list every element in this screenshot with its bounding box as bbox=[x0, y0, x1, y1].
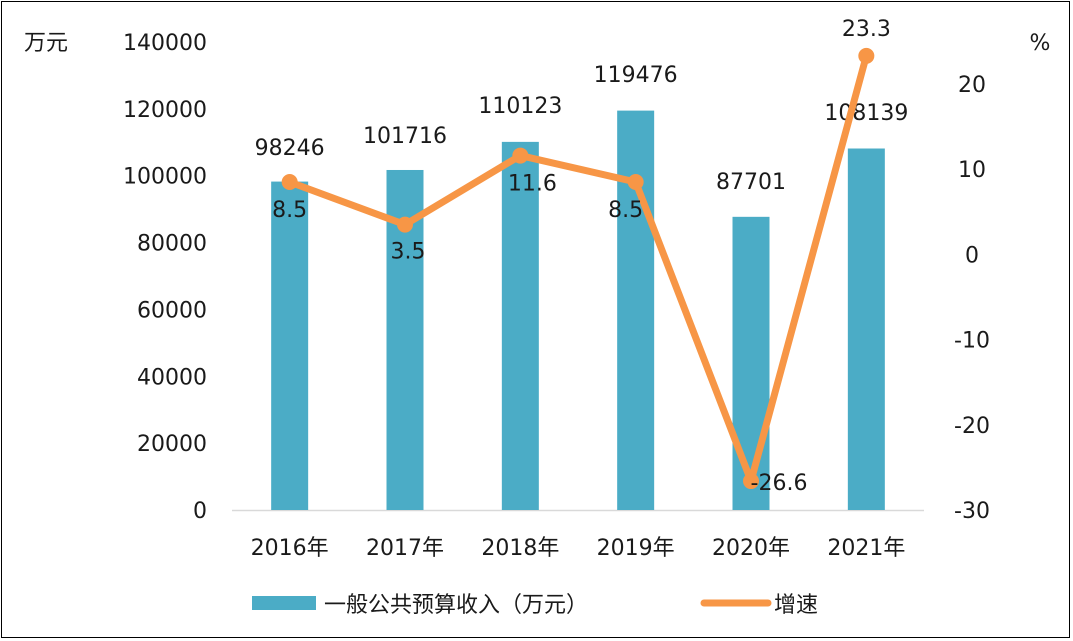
line-point bbox=[858, 47, 875, 64]
left-axis-tick-label: 100000 bbox=[123, 165, 207, 190]
bar-data-label: 108139 bbox=[824, 101, 908, 126]
left-axis-unit: 万元 bbox=[24, 31, 68, 56]
right-axis: -30 -20 -10 0 10 20 bbox=[954, 73, 990, 524]
right-axis-unit: % bbox=[1030, 31, 1051, 56]
bar bbox=[617, 110, 655, 511]
line-data-label: 23.3 bbox=[842, 17, 891, 42]
line-data-label: -26.6 bbox=[751, 471, 808, 496]
x-axis-tick-label: 2017年 bbox=[366, 536, 444, 561]
right-axis-tick-label: 0 bbox=[965, 243, 979, 268]
line-labels: 8.5 3.5 11.6 8.5 -26.6 23.3 bbox=[272, 17, 891, 496]
line-data-label: 8.5 bbox=[608, 198, 643, 223]
x-axis-tick-label: 2016年 bbox=[251, 536, 329, 561]
bar-data-label: 87701 bbox=[716, 170, 786, 195]
line-point bbox=[627, 173, 644, 190]
left-axis-tick-label: 40000 bbox=[137, 365, 207, 390]
x-axis-tick-label: 2018年 bbox=[481, 536, 559, 561]
line-data-label: 3.5 bbox=[391, 240, 426, 265]
bar bbox=[271, 181, 309, 511]
bar-data-label: 101716 bbox=[363, 124, 447, 149]
right-axis-tick-label: -20 bbox=[954, 414, 990, 439]
left-axis-tick-label: 0 bbox=[193, 499, 207, 524]
line-point bbox=[281, 173, 298, 190]
legend-line-label: 增速 bbox=[774, 593, 818, 618]
bar bbox=[847, 148, 885, 510]
x-axis-ticks: 2016年 2017年 2018年 2019年 2020年 2021年 bbox=[251, 536, 906, 561]
left-axis: 0 20000 40000 60000 80000 100000 120000 140000 bbox=[123, 31, 207, 524]
line-data-label: 8.5 bbox=[272, 198, 307, 223]
x-axis-tick-label: 2021年 bbox=[827, 536, 905, 561]
x-axis-tick-label: 2019年 bbox=[597, 536, 675, 561]
left-axis-tick-label: 80000 bbox=[137, 232, 207, 257]
bar-series bbox=[271, 110, 885, 511]
line-point bbox=[512, 147, 529, 164]
legend-bar-label: 一般公共预算收入（万元） bbox=[324, 593, 588, 618]
left-axis-tick-label: 120000 bbox=[123, 98, 207, 123]
bar-data-label: 110123 bbox=[478, 94, 562, 119]
right-axis-tick-label: -10 bbox=[954, 329, 990, 354]
left-axis-tick-label: 20000 bbox=[137, 432, 207, 457]
line-data-label: 11.6 bbox=[508, 172, 557, 197]
bar-labels: 98246 101716 110123 119476 87701 108139 bbox=[255, 63, 909, 195]
line-series bbox=[281, 47, 875, 490]
left-axis-tick-label: 140000 bbox=[123, 31, 207, 56]
bar bbox=[732, 216, 770, 511]
right-axis-tick-label: 20 bbox=[958, 73, 986, 98]
bar bbox=[501, 141, 539, 510]
line-point bbox=[743, 473, 759, 490]
growth-line bbox=[286, 52, 870, 485]
line-point bbox=[397, 216, 413, 233]
legend-bar-swatch bbox=[252, 596, 316, 610]
bar-data-label: 98246 bbox=[255, 136, 325, 161]
right-axis-tick-label: -30 bbox=[954, 499, 990, 524]
left-axis-tick-label: 60000 bbox=[137, 298, 207, 323]
bar-data-label: 119476 bbox=[594, 63, 678, 88]
x-axis-tick-label: 2020年 bbox=[712, 536, 790, 561]
right-axis-tick-label: 10 bbox=[958, 158, 986, 183]
legend: 一般公共预算收入（万元） 增速 bbox=[252, 593, 818, 618]
